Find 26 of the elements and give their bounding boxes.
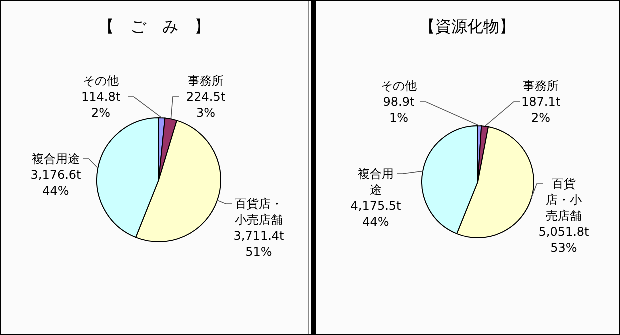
text: 44% — [42, 183, 70, 199]
slice-label: 事務所 — [522, 78, 560, 94]
data-label: 4,175.5t — [350, 198, 402, 214]
data-label: 98.9t — [382, 94, 416, 110]
text: 3% — [195, 105, 217, 121]
slice-label: その他 — [82, 73, 120, 89]
text: 51% — [244, 244, 274, 260]
text: 2% — [530, 110, 552, 126]
slice-label: 百貨店・小売店舗 — [545, 176, 583, 224]
data-label: 187.1t — [521, 94, 561, 110]
data-label: 224.5t — [185, 89, 227, 105]
text: 2% — [90, 105, 112, 121]
slice-label: 複合用途 — [357, 166, 395, 198]
chart-title: 【 ご み 】 — [98, 17, 212, 38]
data-label: 5,051.8t — [538, 224, 590, 240]
slice-label: 複合用途 — [31, 151, 81, 167]
data-label: 3,711.4t — [234, 228, 284, 244]
data-label: 3,176.6t — [30, 167, 82, 183]
slice-label: 事務所 — [187, 73, 225, 89]
slice-label: その他 — [380, 78, 418, 94]
data-label: 114.8t — [80, 89, 122, 105]
text: 53% — [550, 240, 578, 256]
chart-title: 【資源化物】 — [418, 17, 516, 38]
text: 44% — [362, 214, 390, 230]
slice-label: 百貨店・小売店舗 — [234, 196, 284, 228]
text: 1% — [388, 110, 410, 126]
